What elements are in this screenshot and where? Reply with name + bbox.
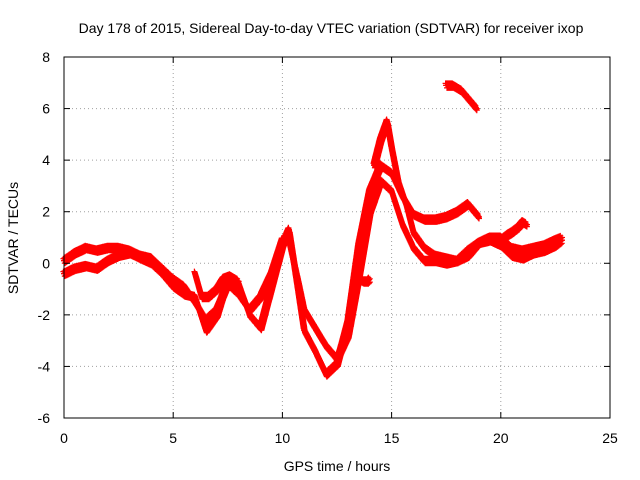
series-track-f [191,268,242,303]
series-track-g [355,273,373,287]
y-axis-title: SDTVAR / TECUs [5,182,21,294]
series-band [355,273,373,287]
x-tick-label: 0 [60,430,68,446]
y-tick-label: -2 [38,307,51,323]
y-tick-label: 6 [42,101,50,117]
y-tick-label: 4 [42,152,50,168]
series-track-e [492,217,530,246]
chart-title: Day 178 of 2015, Sidereal Day-to-day VTE… [79,20,584,36]
y-tick-label: -6 [38,410,51,426]
series-band [191,268,242,303]
x-tick-label: 15 [384,430,400,446]
y-tick-label: 8 [42,49,50,65]
plot-frame [63,56,611,419]
x-tick-label: 10 [275,430,291,446]
series-track-d [442,80,480,114]
series-band [492,217,530,246]
axes: 0 5 10 15 20 25 -6 -4 -2 0 2 4 6 8 [38,49,618,446]
y-tick-label: 0 [42,255,50,271]
x-tick-label: 5 [169,430,177,446]
x-tick-label: 20 [493,430,509,446]
y-tick-label: -4 [38,358,51,374]
series-band [442,80,480,114]
data-series [60,80,565,380]
x-axis-title: GPS time / hours [284,458,391,474]
y-tick-label: 2 [42,204,50,220]
x-tick-label: 25 [602,430,618,446]
